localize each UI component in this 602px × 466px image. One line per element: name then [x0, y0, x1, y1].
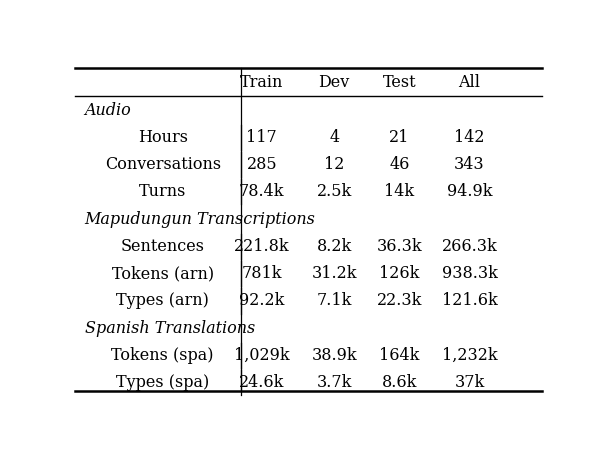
Text: Types (arn): Types (arn) [116, 293, 209, 309]
Text: Test: Test [383, 75, 417, 91]
Text: 22.3k: 22.3k [377, 293, 422, 309]
Text: Spanish Translations: Spanish Translations [84, 320, 255, 337]
Text: Tokens (arn): Tokens (arn) [111, 265, 214, 282]
Text: Mapudungun Transcriptions: Mapudungun Transcriptions [84, 211, 315, 228]
Text: 37k: 37k [455, 374, 485, 391]
Text: Audio: Audio [84, 102, 131, 119]
Text: 1,232k: 1,232k [442, 347, 497, 364]
Text: 36.3k: 36.3k [377, 238, 423, 255]
Text: 3.7k: 3.7k [317, 374, 352, 391]
Text: 121.6k: 121.6k [442, 293, 497, 309]
Text: 781k: 781k [241, 265, 282, 282]
Text: 117: 117 [246, 129, 278, 146]
Text: 164k: 164k [379, 347, 420, 364]
Text: 2.5k: 2.5k [317, 184, 352, 200]
Text: Train: Train [240, 75, 284, 91]
Text: 14k: 14k [385, 184, 415, 200]
Text: 221.8k: 221.8k [234, 238, 290, 255]
Text: Hours: Hours [138, 129, 188, 146]
Text: 142: 142 [455, 129, 485, 146]
Text: Turns: Turns [139, 184, 187, 200]
Text: Conversations: Conversations [105, 156, 221, 173]
Text: 938.3k: 938.3k [441, 265, 497, 282]
Text: 92.2k: 92.2k [239, 293, 285, 309]
Text: Types (spa): Types (spa) [116, 374, 209, 391]
Text: 24.6k: 24.6k [239, 374, 285, 391]
Text: All: All [459, 75, 480, 91]
Text: Dev: Dev [318, 75, 350, 91]
Text: 8.6k: 8.6k [382, 374, 417, 391]
Text: Sentences: Sentences [121, 238, 205, 255]
Text: 1,029k: 1,029k [234, 347, 290, 364]
Text: 4: 4 [329, 129, 340, 146]
Text: 94.9k: 94.9k [447, 184, 492, 200]
Text: 21: 21 [389, 129, 410, 146]
Text: 31.2k: 31.2k [311, 265, 357, 282]
Text: 8.2k: 8.2k [317, 238, 352, 255]
Text: 38.9k: 38.9k [311, 347, 357, 364]
Text: Tokens (spa): Tokens (spa) [111, 347, 214, 364]
Text: 285: 285 [247, 156, 277, 173]
Text: 266.3k: 266.3k [442, 238, 497, 255]
Text: 12: 12 [324, 156, 344, 173]
Text: 7.1k: 7.1k [317, 293, 352, 309]
Text: 343: 343 [454, 156, 485, 173]
Text: 126k: 126k [379, 265, 420, 282]
Text: 78.4k: 78.4k [239, 184, 285, 200]
Text: 46: 46 [389, 156, 410, 173]
